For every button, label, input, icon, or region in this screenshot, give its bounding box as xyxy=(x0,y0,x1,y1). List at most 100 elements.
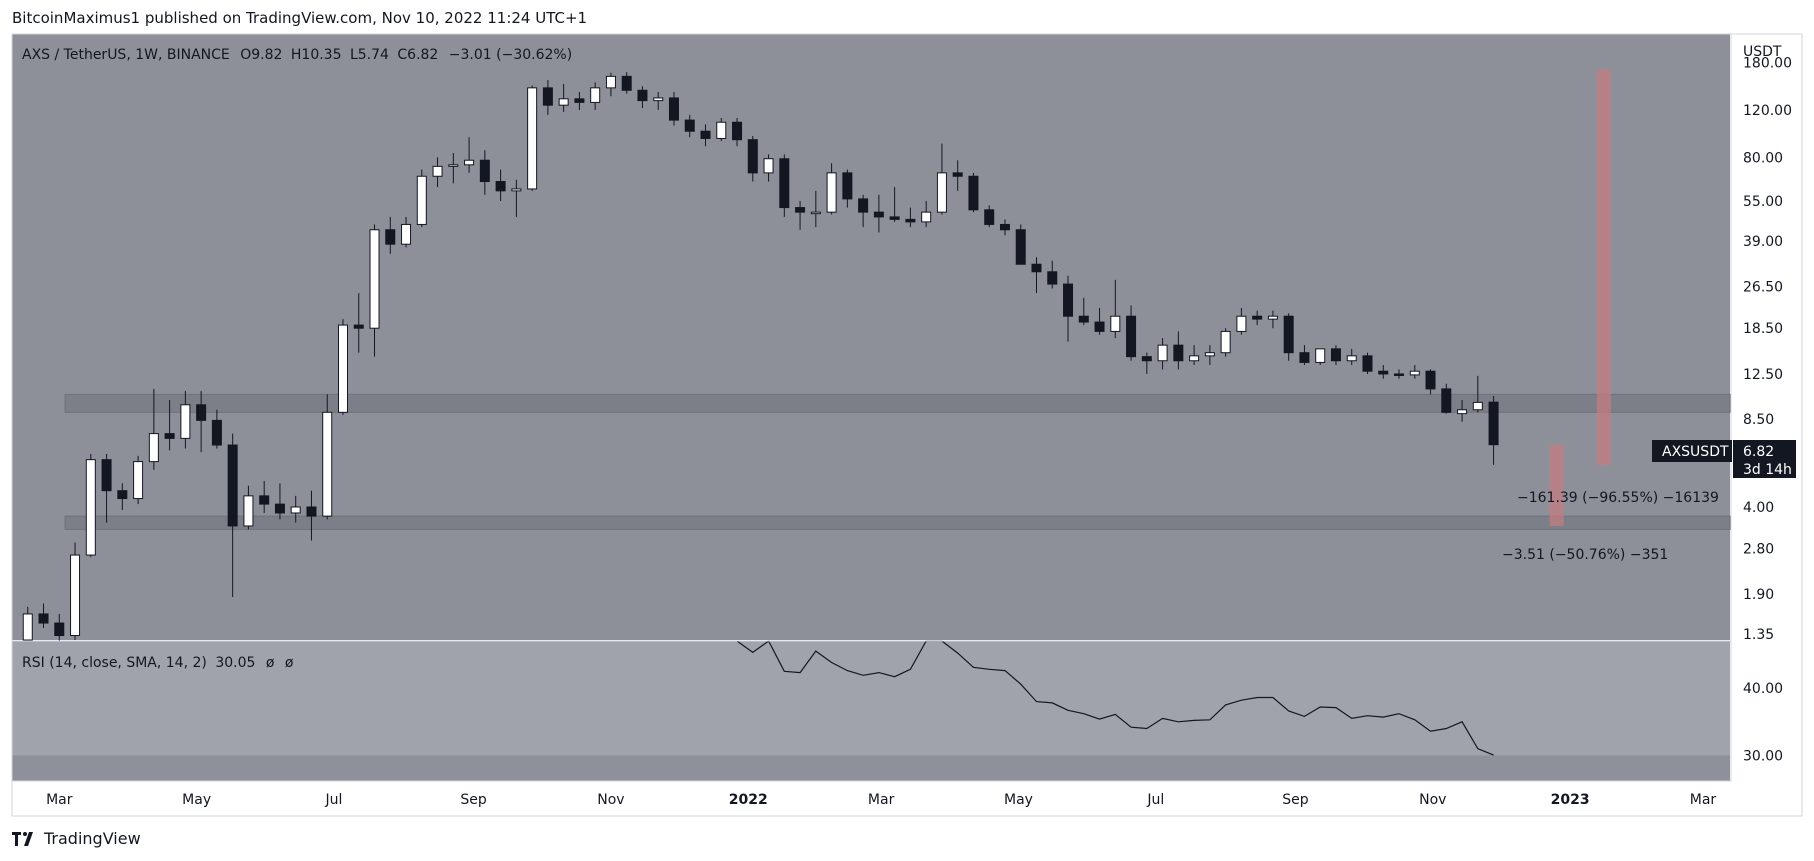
candle xyxy=(1236,307,1247,335)
measure-bar-2 xyxy=(1549,445,1564,526)
candle xyxy=(936,143,947,215)
candle-body xyxy=(590,87,601,103)
candle xyxy=(353,293,364,353)
candle-body xyxy=(574,98,585,103)
candle-body xyxy=(322,411,333,517)
candle-body xyxy=(1189,355,1200,362)
time-tick-label: Mar xyxy=(868,792,895,808)
countdown-tag: 3d 14h xyxy=(1743,462,1792,478)
ohlc-low-label: L xyxy=(350,47,358,63)
candle xyxy=(527,85,538,191)
candle xyxy=(1063,275,1074,342)
ohlc-close: 6.82 xyxy=(407,47,438,63)
candle xyxy=(227,433,238,598)
candle-body xyxy=(779,158,790,209)
candle-body xyxy=(732,121,743,141)
time-axis[interactable]: Mar May Jul Sep Nov 2022 Mar May Jul Sep Nov 2023 Ma… xyxy=(46,792,1716,808)
ohlc-open: 9.82 xyxy=(251,47,282,63)
candle xyxy=(716,118,727,141)
candle-body xyxy=(1441,388,1452,413)
candle xyxy=(432,157,443,188)
candle-body xyxy=(999,223,1010,231)
time-tick-label: May xyxy=(1004,792,1033,808)
footer[interactable]: TradingView xyxy=(12,829,141,848)
price-tick-label: 180.00 xyxy=(1743,56,1792,72)
candle-body xyxy=(495,181,506,192)
candle-body xyxy=(85,459,96,556)
candle-body xyxy=(1330,348,1341,362)
candle-body xyxy=(1394,373,1405,376)
candle xyxy=(133,455,144,505)
candle-body xyxy=(1362,355,1373,372)
horizontal-zones xyxy=(64,393,1731,530)
candle xyxy=(1015,224,1026,265)
ohlc-open-label: O xyxy=(240,47,251,63)
main-pane-background xyxy=(12,34,1730,640)
candle xyxy=(542,80,553,115)
price-tick-label: 12.50 xyxy=(1743,367,1783,383)
candle xyxy=(1299,345,1310,365)
candle xyxy=(180,391,191,449)
candle-body xyxy=(1457,409,1468,415)
candle xyxy=(952,160,963,191)
symbol-tag-bg xyxy=(1652,440,1732,462)
candle-body xyxy=(653,97,664,102)
candle-body xyxy=(117,490,128,500)
candle xyxy=(1173,331,1184,370)
candle-body xyxy=(227,444,238,527)
candle xyxy=(1189,345,1200,365)
candle xyxy=(164,400,175,451)
candle xyxy=(1141,352,1152,374)
candle xyxy=(779,154,790,217)
candle xyxy=(842,169,853,208)
candle-body xyxy=(38,613,49,624)
price-tick-label: 2.80 xyxy=(1743,542,1774,558)
time-tick-label: Jul xyxy=(1146,792,1164,808)
candle xyxy=(259,480,270,513)
candle xyxy=(558,83,569,112)
candle xyxy=(85,453,96,558)
candle xyxy=(401,216,412,248)
symbol-legend[interactable]: AXS / TetherUS, 1W, BINANCE O9.82 H10.35… xyxy=(22,47,572,63)
chart-frame xyxy=(11,33,1803,817)
rsi-legend[interactable]: RSI (14, close, SMA, 14, 2) 30.05 ø ø xyxy=(22,655,294,671)
tradingview-logo-icon xyxy=(12,831,33,846)
candle-body xyxy=(22,613,33,641)
candle xyxy=(1346,348,1357,365)
candle xyxy=(211,409,222,449)
candle xyxy=(637,86,648,109)
price-tick-label: 8.50 xyxy=(1743,412,1774,428)
candle xyxy=(1488,396,1499,465)
candle xyxy=(574,91,585,110)
candle xyxy=(22,606,33,641)
candles xyxy=(22,72,1499,641)
candle-body xyxy=(448,164,459,167)
candle xyxy=(653,91,664,110)
candle xyxy=(684,114,695,138)
candle xyxy=(1047,260,1058,289)
rsi-title: RSI (14, close, SMA, 14, 2) xyxy=(22,655,207,671)
candle xyxy=(1283,313,1294,361)
candle-body xyxy=(810,211,821,215)
ohlc-close-label: C xyxy=(397,47,407,63)
candle xyxy=(464,137,475,173)
candle-body xyxy=(1425,370,1436,390)
price-axis[interactable]: 180.00 120.00 80.00 55.00 39.00 26.50 18.50 12.… xyxy=(1743,56,1792,643)
ohlc-high-label: H xyxy=(291,47,302,63)
candle-body xyxy=(385,229,396,245)
rsi-na-mark-1: ø xyxy=(266,655,275,671)
candle-body xyxy=(1299,352,1310,363)
candle xyxy=(747,135,758,182)
time-tick-label: Jul xyxy=(325,792,343,808)
candle-body xyxy=(306,506,317,517)
candle xyxy=(148,388,159,470)
candle xyxy=(117,483,128,510)
rsi-axis[interactable]: 40.00 30.00 xyxy=(1743,681,1783,764)
candle-body xyxy=(716,121,727,139)
candle xyxy=(38,603,49,628)
candle-body xyxy=(1267,315,1278,320)
candle xyxy=(54,613,65,641)
rsi-line-group xyxy=(736,640,1494,756)
candle xyxy=(479,150,490,195)
